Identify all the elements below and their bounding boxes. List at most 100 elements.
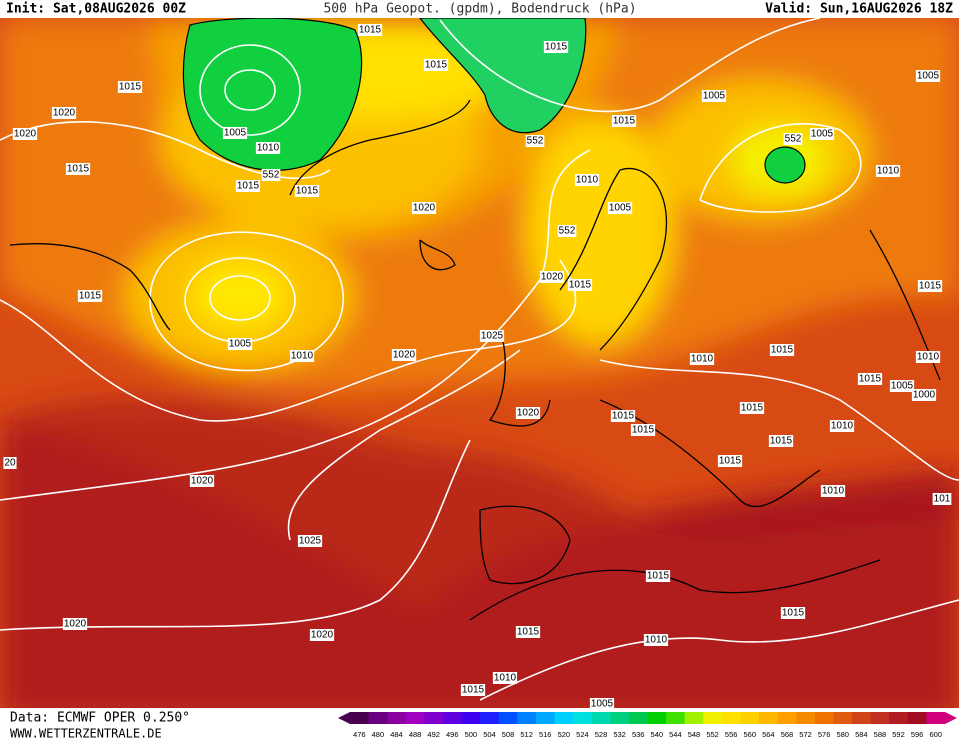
label-box (829, 420, 855, 432)
label-box (567, 279, 593, 291)
isobar-label: 20 (4, 458, 16, 469)
scale-label: 480 (372, 730, 385, 739)
isobar-label: 1015 (359, 25, 382, 36)
isobar-label: 1010 (257, 143, 280, 154)
isobar-label: 101 (934, 494, 951, 505)
label-box (3, 457, 17, 469)
label-box (525, 135, 545, 147)
label-box (589, 698, 615, 710)
label-box (701, 90, 727, 102)
isobar-label: 1005 (229, 339, 252, 350)
scale-cell (833, 712, 853, 724)
scale-cell (647, 712, 667, 724)
label-box (857, 373, 883, 385)
scale-cell (926, 712, 946, 724)
label-box (460, 684, 486, 696)
label-box (357, 24, 383, 36)
scale-cell (591, 712, 611, 724)
scale-label: 508 (502, 730, 515, 739)
scale-cell (703, 712, 723, 724)
isobar-label: 1020 (517, 408, 540, 419)
scale-label: 512 (520, 730, 533, 739)
isobar-label: 1015 (67, 164, 90, 175)
isobar-label: 1015 (119, 82, 142, 93)
scale-cell (889, 712, 909, 724)
isobar-labels: 1015 1015 1015 1005 1015 1005 1020 1015 1005 1005… (3, 24, 952, 710)
isobar-label: 1005 (224, 128, 247, 139)
isobar-label: 1020 (393, 350, 416, 361)
label-box (875, 165, 901, 177)
label-box (809, 128, 835, 140)
color-scale: 476 480 484 488 492 496 500 504 508 512 516 520 524 5… (338, 712, 957, 739)
scale-cell (684, 712, 704, 724)
label-box (391, 349, 417, 361)
isobars (0, 18, 959, 701)
scale-label: 572 (799, 730, 812, 739)
scale-label: 552 (706, 730, 719, 739)
isobar-label: 1025 (299, 536, 322, 547)
scale-cell (368, 712, 388, 724)
isobar-label: 1005 (703, 91, 726, 102)
scale-cell (907, 712, 927, 724)
label-box (294, 185, 320, 197)
isobar-label: 1010 (576, 175, 599, 186)
isobar-label: 1005 (891, 381, 914, 392)
label-box (309, 629, 335, 641)
isobar-label: 1020 (64, 619, 87, 630)
label-box (915, 351, 941, 363)
scale-label: 496 (446, 730, 459, 739)
label-box (539, 271, 565, 283)
scale-cell (852, 712, 872, 724)
label-box (607, 202, 633, 214)
label-box (543, 41, 569, 53)
data-source: Data: ECMWF OPER 0.250° (10, 711, 190, 726)
isobar-label: 1015 (296, 186, 319, 197)
label-box (889, 380, 915, 392)
label-box (62, 618, 88, 630)
label-box (911, 389, 937, 401)
scale-cell (740, 712, 760, 724)
isobar-label: 1010 (691, 354, 714, 365)
isobar-label: 1015 (859, 374, 882, 385)
label-box (557, 225, 577, 237)
scale-label: 592 (892, 730, 905, 739)
scale-cell (461, 712, 481, 724)
isobar-label: 552 (559, 226, 576, 237)
scale-label: 548 (688, 730, 701, 739)
scale-label: 520 (558, 730, 571, 739)
label-box (12, 128, 38, 140)
scale-label: 500 (465, 730, 478, 739)
isobar-label: 1015 (919, 281, 942, 292)
label-box (51, 107, 77, 119)
scale-cell (535, 712, 556, 724)
valid-time: Valid: Sun,16AUG2026 18Z (765, 2, 953, 17)
isobar-label: 1010 (917, 352, 940, 363)
scale-label: 560 (744, 730, 757, 739)
label-box (77, 290, 103, 302)
scale-label: 584 (855, 730, 868, 739)
label-box (739, 402, 765, 414)
isobar-label: 1015 (613, 116, 636, 127)
label-box (915, 70, 941, 82)
label-box (492, 672, 518, 684)
isobar-label: 1015 (647, 571, 670, 582)
scale-cell (628, 712, 648, 724)
scale-label: 492 (427, 730, 440, 739)
isobar-label: 1015 (771, 345, 794, 356)
label-box (768, 435, 794, 447)
isobar-label: 1020 (191, 476, 214, 487)
label-box (645, 570, 671, 582)
scale-cell (666, 712, 686, 724)
scale-cell (870, 712, 890, 724)
scale-cell (554, 712, 574, 724)
isobar-label: 1005 (811, 129, 834, 140)
label-box (255, 142, 281, 154)
scale-arrow-right (945, 712, 957, 724)
scale-label: 568 (781, 730, 794, 739)
isobar-label: 1020 (413, 203, 436, 214)
isobar-label: 1015 (517, 627, 540, 638)
scale-arrow-left (338, 712, 350, 724)
label-box (261, 169, 281, 181)
isobar-label: 1015 (612, 411, 635, 422)
isobar-label: 1005 (609, 203, 632, 214)
